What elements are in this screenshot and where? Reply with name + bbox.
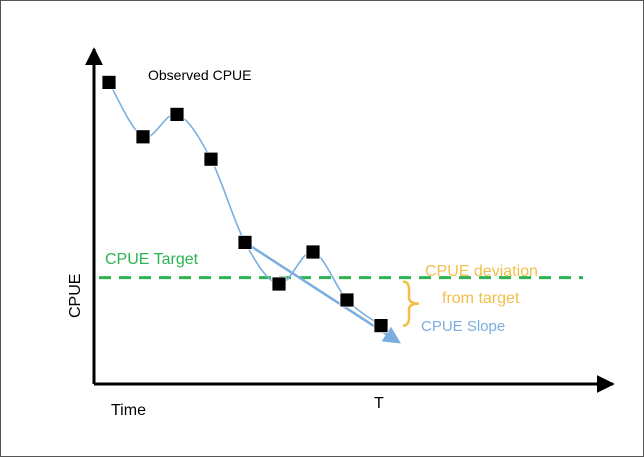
slope-arrow <box>244 241 401 344</box>
observed-curve <box>108 81 382 327</box>
observed-point-7 <box>305 244 321 260</box>
observed-point-5 <box>237 234 253 250</box>
observed-point-6 <box>271 276 287 292</box>
deviation-label-line1: CPUE deviation <box>425 263 538 280</box>
observed-points <box>101 75 389 334</box>
observed-point-8 <box>339 292 355 308</box>
y-axis-label: CPUE <box>67 274 84 318</box>
observed-point-3 <box>169 107 185 122</box>
target-label: CPUE Target <box>105 251 199 268</box>
deviation-bracket <box>402 280 420 327</box>
slope-label: CPUE Slope <box>421 318 505 335</box>
observed-point-2 <box>135 129 151 145</box>
series-label: Observed CPUE <box>148 67 251 83</box>
deviation-label-line2: from target <box>442 290 520 307</box>
x-marker-label: T <box>374 395 384 412</box>
x-axis-label: Time <box>111 402 146 419</box>
observed-point-9 <box>373 318 389 334</box>
observed-point-1 <box>101 75 117 90</box>
observed-point-4 <box>203 151 219 167</box>
